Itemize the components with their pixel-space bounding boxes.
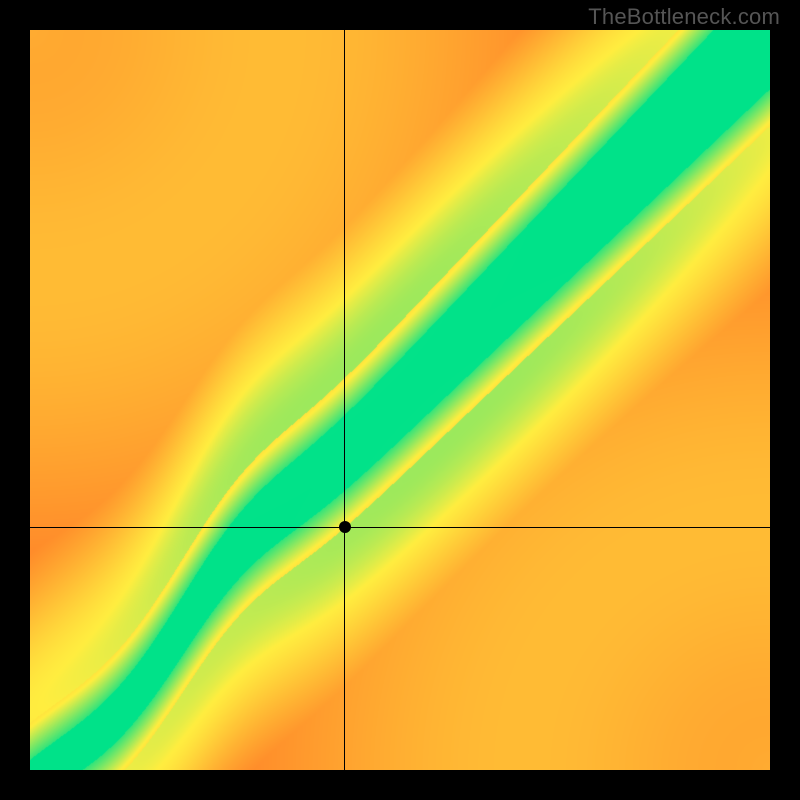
chart-container: TheBottleneck.com [0,0,800,800]
heatmap-canvas [30,30,770,770]
crosshair-dot [339,521,351,533]
frame-border-bottom [0,770,800,800]
frame-border-left [0,0,30,800]
crosshair-horizontal [30,527,770,528]
crosshair-vertical [344,30,345,770]
frame-border-right [770,0,800,800]
watermark-text: TheBottleneck.com [588,4,780,30]
